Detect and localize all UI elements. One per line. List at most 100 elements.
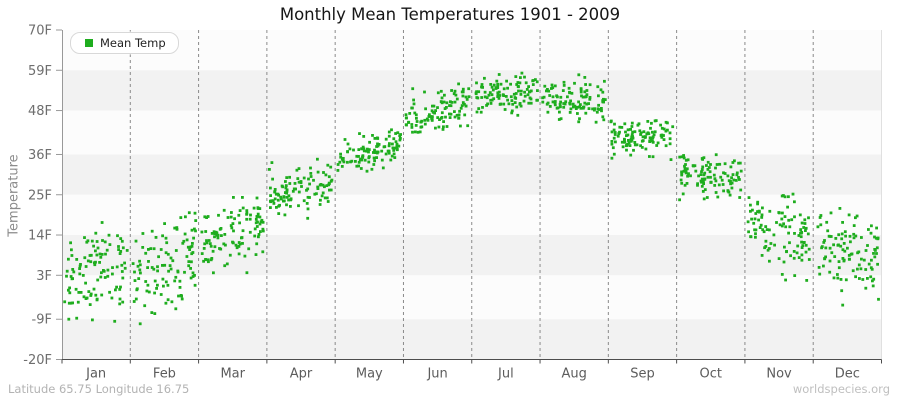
data-point: [791, 192, 795, 196]
data-point: [588, 97, 592, 101]
data-point: [410, 123, 414, 126]
data-point: [782, 222, 785, 226]
data-point: [154, 236, 158, 239]
data-point: [694, 169, 698, 173]
data-point: [639, 144, 642, 148]
y-tick-label: -9F: [32, 313, 52, 328]
data-point: [703, 188, 707, 191]
data-point: [497, 73, 501, 76]
data-point: [610, 142, 614, 146]
data-point: [792, 256, 796, 260]
data-point: [685, 167, 689, 171]
data-point: [255, 242, 259, 246]
data-point: [288, 182, 292, 185]
data-point: [163, 263, 167, 267]
data-point: [226, 216, 230, 219]
data-point: [523, 75, 526, 79]
data-point: [384, 152, 388, 156]
x-month-label: Oct: [700, 367, 722, 382]
data-point: [603, 79, 606, 83]
data-point: [114, 288, 117, 292]
data-point: [256, 215, 259, 218]
data-point: [841, 248, 845, 252]
data-point: [416, 130, 420, 134]
data-point: [81, 274, 85, 277]
data-point: [120, 239, 124, 243]
data-point: [780, 194, 784, 198]
data-point: [553, 100, 557, 103]
data-point: [120, 263, 124, 267]
data-point: [597, 108, 601, 111]
data-point: [820, 246, 823, 250]
data-point: [581, 106, 585, 109]
data-point: [536, 98, 539, 102]
data-point: [601, 90, 605, 94]
data-point: [273, 188, 277, 191]
data-point: [427, 115, 431, 118]
data-point: [453, 100, 457, 104]
data-point: [359, 157, 363, 161]
data-point: [517, 89, 520, 93]
data-point: [359, 167, 363, 170]
data-point: [497, 90, 501, 94]
data-point: [367, 150, 370, 154]
data-point: [340, 157, 344, 161]
data-point: [164, 251, 168, 255]
data-point: [629, 128, 632, 131]
data-point: [176, 269, 180, 273]
data-point: [613, 133, 617, 136]
data-point: [229, 224, 233, 227]
data-point: [412, 102, 416, 106]
data-point: [756, 210, 759, 213]
data-point: [161, 264, 164, 267]
data-point: [706, 168, 710, 171]
data-point: [287, 194, 291, 198]
data-point: [522, 99, 526, 103]
data-point: [434, 109, 437, 112]
data-point: [534, 78, 537, 81]
data-point: [781, 211, 784, 215]
data-point: [440, 111, 444, 115]
data-point: [161, 234, 164, 238]
data-point: [211, 249, 215, 253]
data-point: [479, 110, 483, 114]
data-point: [756, 202, 759, 206]
data-point: [630, 133, 634, 137]
data-point: [170, 300, 174, 304]
data-point: [78, 272, 82, 276]
data-point: [230, 211, 233, 214]
data-point: [297, 180, 301, 184]
data-point: [392, 152, 396, 156]
data-point: [190, 260, 193, 264]
y-tick-label: 3F: [36, 269, 52, 284]
data-point: [612, 136, 616, 140]
data-point: [840, 232, 844, 236]
data-point: [256, 206, 260, 210]
data-point: [818, 272, 822, 276]
data-point: [702, 197, 706, 201]
data-point: [856, 267, 859, 271]
data-point: [601, 100, 605, 104]
data-point: [319, 198, 322, 202]
data-point: [714, 166, 717, 170]
data-point: [293, 187, 297, 191]
data-point: [836, 273, 839, 276]
data-point: [832, 276, 836, 280]
data-point: [737, 161, 740, 165]
data-point: [553, 103, 557, 107]
data-point: [799, 228, 803, 231]
data-point: [273, 190, 277, 194]
data-point: [270, 161, 274, 164]
data-point: [864, 249, 868, 252]
data-point: [324, 173, 328, 177]
data-point: [121, 300, 125, 304]
data-point: [850, 252, 854, 256]
data-point: [115, 285, 118, 289]
data-point: [730, 186, 734, 190]
data-point: [289, 205, 292, 208]
data-point: [877, 297, 880, 301]
data-point: [377, 143, 381, 146]
data-point: [316, 170, 320, 174]
data-point: [749, 235, 753, 239]
data-point: [509, 82, 512, 86]
